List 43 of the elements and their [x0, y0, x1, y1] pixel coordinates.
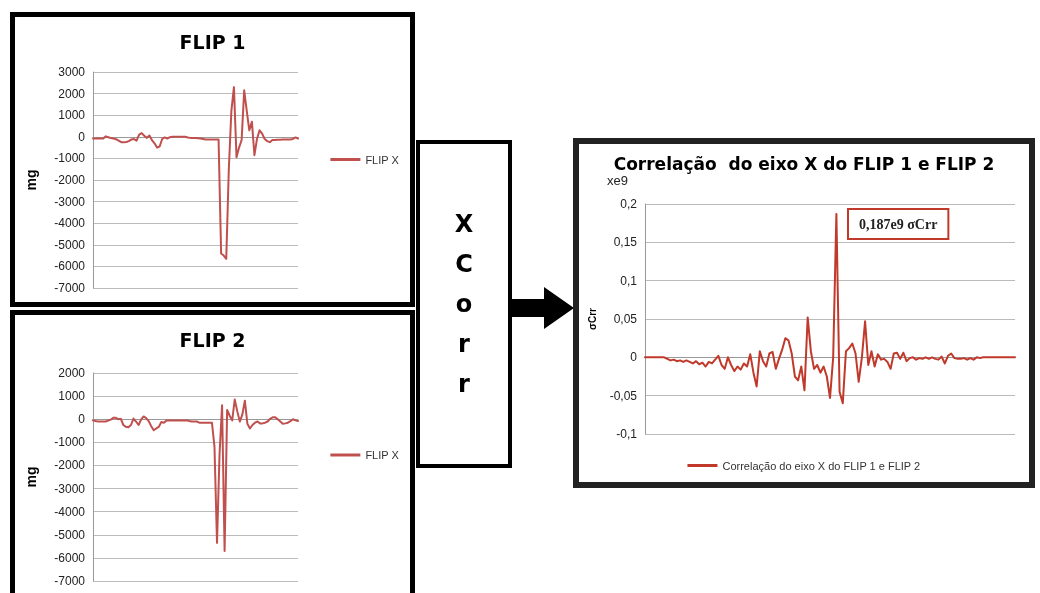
y-axis-title: σCrr: [586, 307, 598, 330]
y-tick-label: -2000: [54, 173, 86, 187]
y-tick-label: 0: [78, 412, 86, 427]
y-tick-label: 0,05: [613, 312, 638, 326]
y-axis-title: mg: [23, 169, 39, 191]
y-tick-label: -0,1: [616, 427, 638, 441]
y-tick-label: -4000: [54, 504, 86, 519]
y-tick-label: -5000: [54, 237, 86, 252]
y-tick-label: 2000: [58, 366, 86, 380]
y-tick-label: -5000: [54, 527, 86, 542]
y-tick-label: 0: [78, 129, 86, 144]
text: XCorr: [454, 209, 474, 400]
y-tick-label: -6000: [54, 259, 86, 274]
y-tick-label: -0,05: [609, 388, 638, 403]
y-tick-label: 0,15: [613, 235, 638, 250]
y-tick-label: 1000: [58, 389, 86, 404]
legend-label: FLIP X: [365, 449, 400, 461]
y-tick-label: -6000: [54, 550, 86, 565]
y-tick-label: 1000: [58, 108, 86, 123]
y-tick-label: -4000: [54, 216, 86, 231]
y-tick-label: 0: [630, 350, 638, 365]
y-tick-label: -3000: [54, 194, 86, 209]
y-tick-label: -7000: [54, 281, 86, 295]
chart-title: FLIP 2: [179, 328, 246, 351]
legend-label: FLIP X: [365, 153, 400, 166]
y-tick-label: 0,1: [620, 273, 638, 288]
y-tick-label: 2000: [58, 86, 86, 101]
legend-label: Correlação do eixo X do FLIP 1 e FLIP 2: [722, 459, 921, 472]
chart-title: FLIP 1: [179, 30, 246, 53]
line-series: [644, 212, 1016, 405]
y-tick-label: 3000: [58, 65, 86, 79]
annotation: 0,187e9 σCrr: [859, 216, 938, 232]
text: xe9: [607, 173, 628, 188]
y-axis-title: mg: [23, 466, 39, 488]
y-tick-label: -1000: [54, 435, 86, 450]
y-tick-label: -1000: [54, 151, 86, 166]
chart-title: Correlação do eixo X do FLIP 1 e FLIP 2: [613, 153, 995, 174]
line-series: [92, 86, 299, 260]
y-tick-label: -3000: [54, 481, 86, 496]
y-tick-label: -2000: [54, 458, 86, 473]
y-tick-label: 0,2: [620, 197, 638, 211]
line-series: [92, 398, 299, 552]
y-tick-label: -7000: [54, 574, 86, 588]
